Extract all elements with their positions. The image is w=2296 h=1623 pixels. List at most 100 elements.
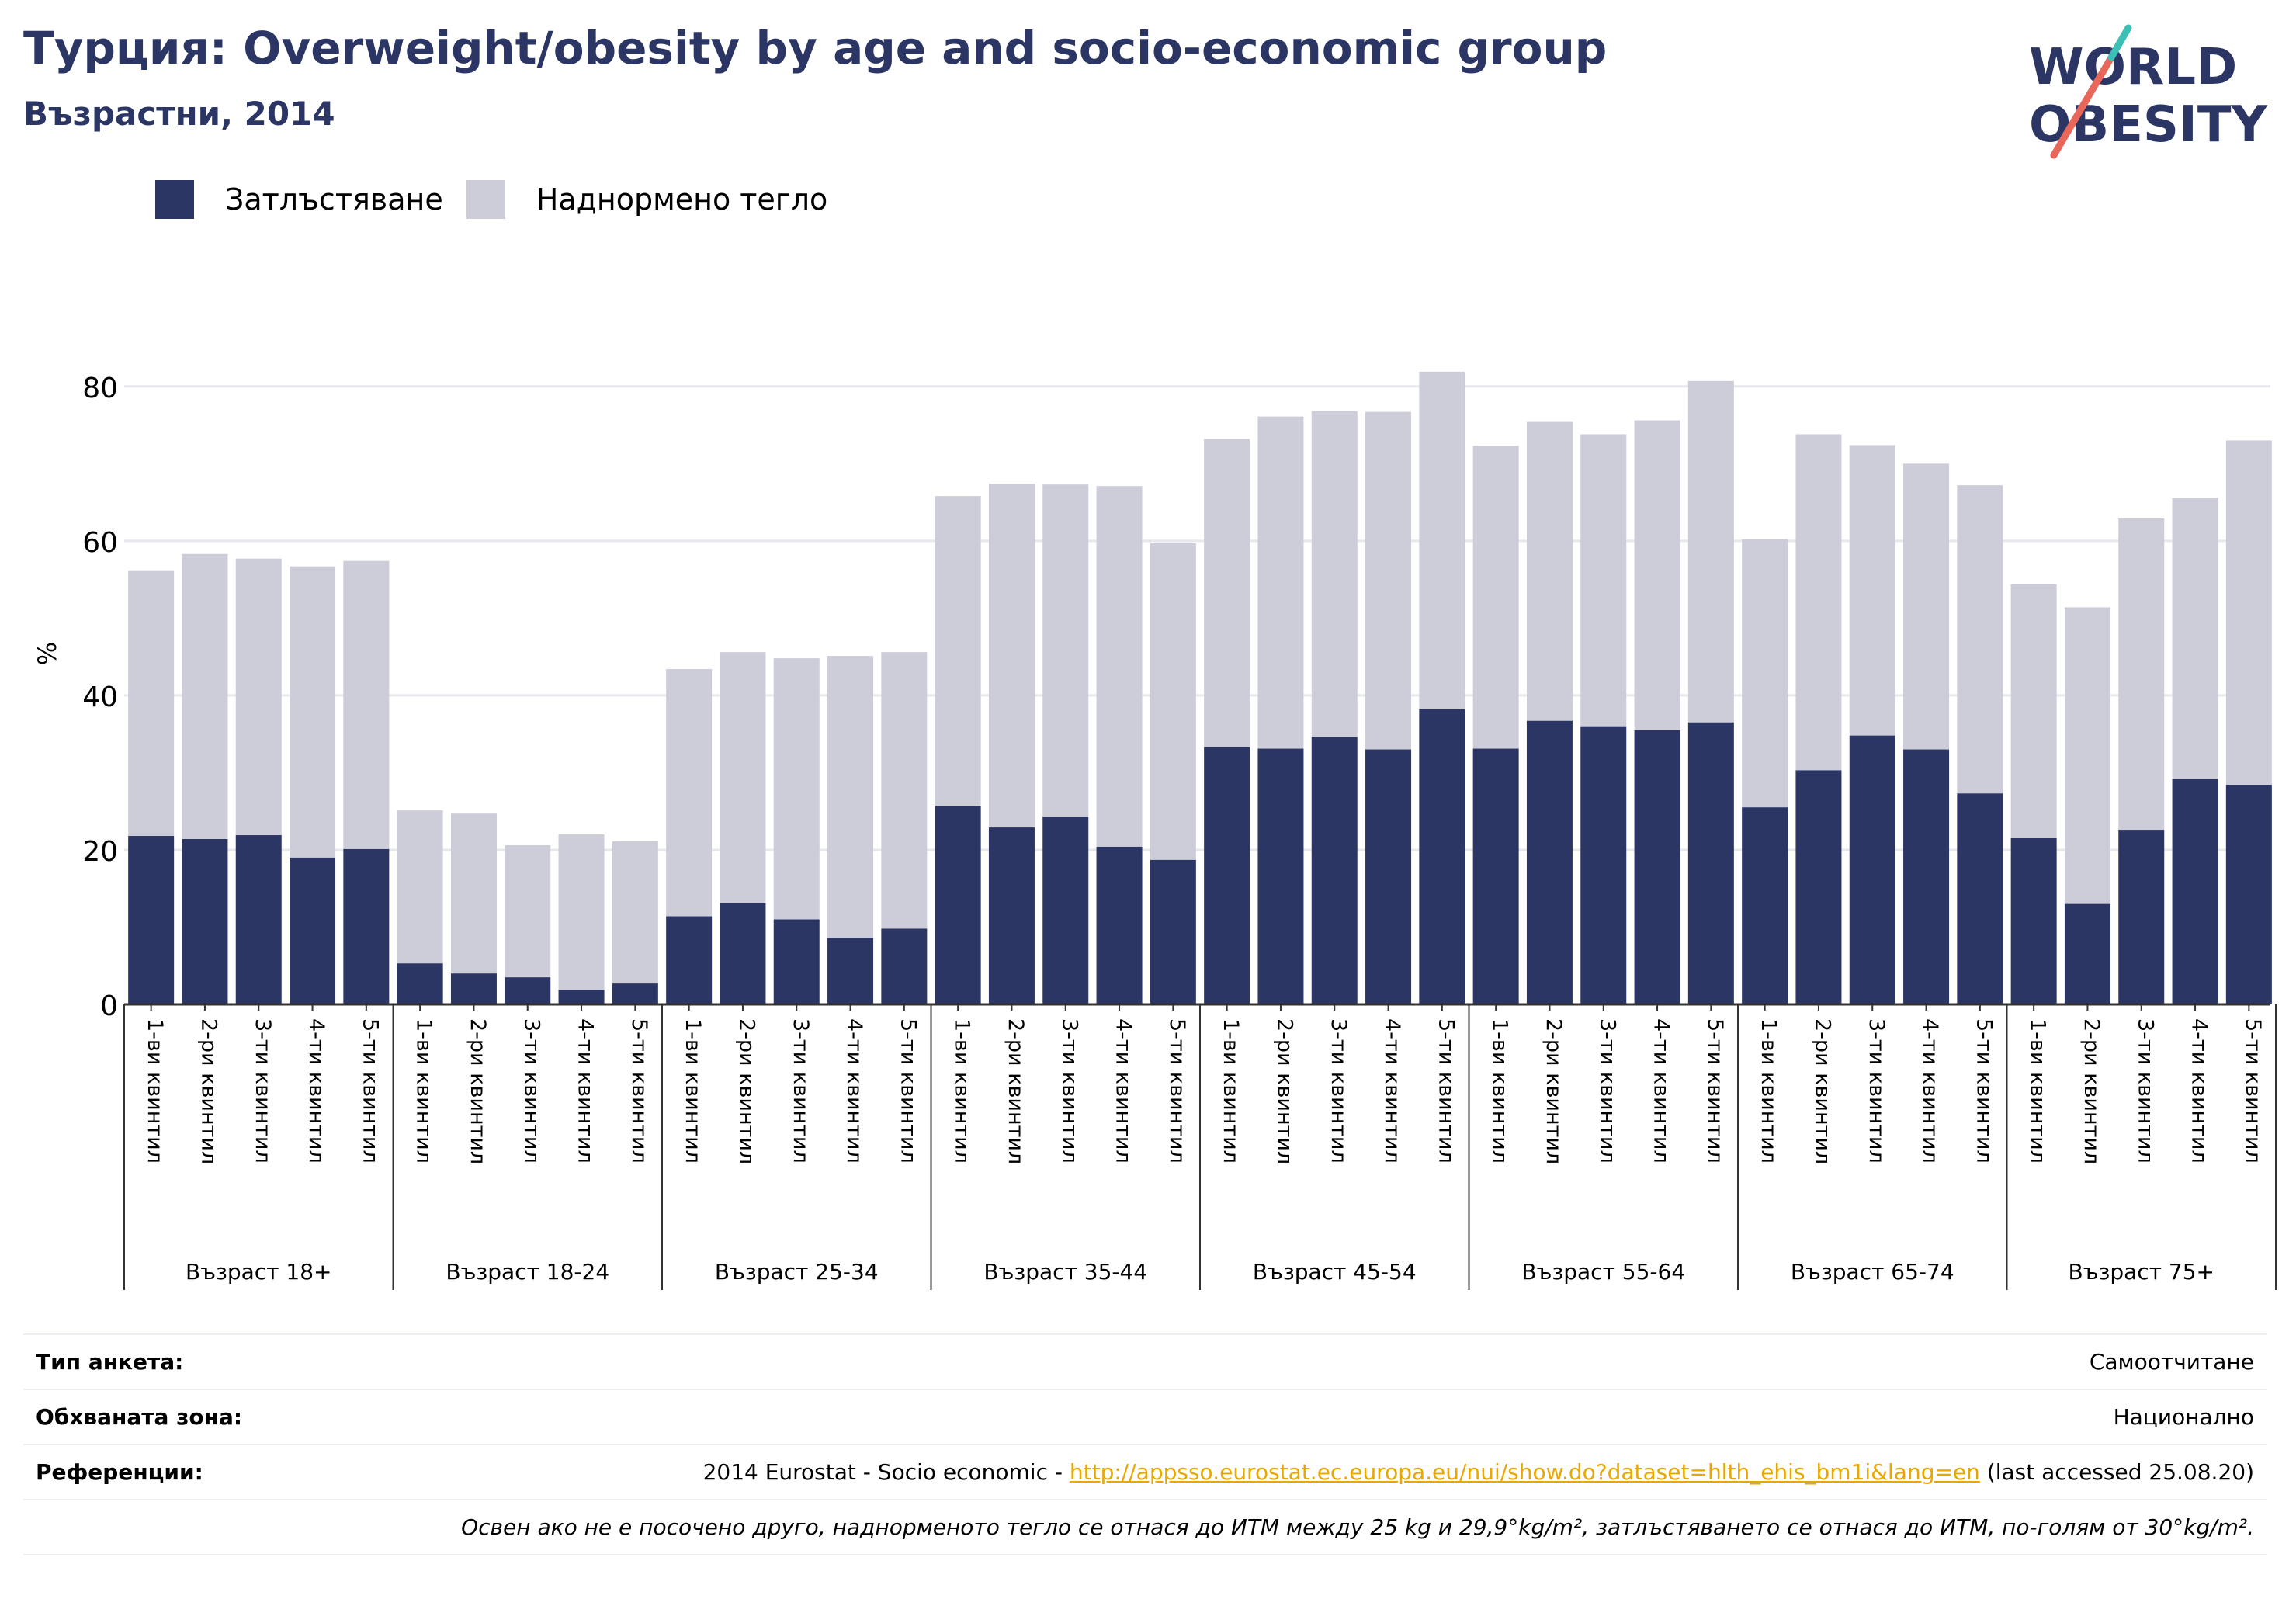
- bar-overweight: [343, 560, 390, 849]
- legend-swatch-obesity: [155, 180, 194, 219]
- legend-item-overweight[interactable]: Наднормено тегло: [466, 180, 828, 219]
- bar-overweight: [1526, 421, 1573, 721]
- area-label: Обхваната зона:: [36, 1404, 243, 1430]
- bar-overweight: [1742, 539, 1788, 808]
- bar-obesity: [1903, 749, 1950, 1004]
- bar-obesity: [1204, 747, 1250, 1004]
- bar-overweight: [1204, 439, 1250, 747]
- bar-overweight: [1903, 463, 1950, 750]
- x-tick-label: 1-ви квинтил: [143, 1018, 167, 1163]
- x-tick-label: 3-ти квинтил: [1327, 1018, 1351, 1163]
- logo-slash-coral: [2050, 54, 2115, 159]
- bar-overweight: [1150, 543, 1196, 860]
- chart-title: Турция: Overweight/obesity by age and so…: [23, 22, 1608, 75]
- bar-obesity: [1257, 748, 1304, 1004]
- bar-overweight: [1634, 420, 1680, 730]
- references-link[interactable]: http://appsso.eurostat.ec.europa.eu/nui/…: [1069, 1459, 1980, 1485]
- bar-overweight: [1042, 484, 1089, 817]
- bar-overweight: [988, 484, 1035, 828]
- x-tick-label: 2-ри квинтил: [1810, 1018, 1834, 1164]
- bar-overweight: [827, 656, 874, 938]
- bar-overweight: [182, 553, 228, 840]
- y-tick-label: 80: [82, 373, 118, 404]
- group-label: Възраст 18-24: [446, 1259, 609, 1285]
- x-tick-label: 4-ти квинтил: [2187, 1018, 2211, 1163]
- bar-overweight: [450, 813, 497, 974]
- bar-obesity: [1365, 749, 1412, 1004]
- bar-overweight: [1849, 445, 1895, 736]
- x-tick-label: 1-ви квинтил: [1488, 1018, 1512, 1163]
- info-row-references: Референции: 2014 Eurostat - Socio econom…: [23, 1444, 2267, 1499]
- bar-overweight: [1311, 411, 1358, 737]
- bar-obesity: [881, 928, 928, 1004]
- bar-obesity: [1580, 726, 1627, 1004]
- group-label: Възраст 65-74: [1791, 1259, 1954, 1285]
- bar-obesity: [1042, 817, 1089, 1004]
- bar-overweight: [2010, 584, 2057, 839]
- references-value: 2014 Eurostat - Socio economic - http://…: [703, 1459, 2254, 1485]
- area-value: Национално: [2113, 1404, 2254, 1430]
- bar-overweight: [397, 810, 443, 964]
- legend-swatch-overweight: [466, 180, 505, 219]
- bar-obesity: [505, 977, 551, 1004]
- x-tick-label: 4-ти квинтил: [1918, 1018, 1942, 1163]
- bar-overweight: [1957, 485, 2003, 794]
- bar-obesity: [182, 839, 228, 1004]
- x-tick-label: 2-ри квинтил: [1542, 1018, 1566, 1164]
- bar-overweight: [505, 844, 551, 978]
- x-tick-label: 5-ти квинтил: [1434, 1018, 1458, 1163]
- bar-obesity: [397, 963, 443, 1004]
- x-tick-label: 5-ти квинтил: [896, 1018, 920, 1163]
- bar-chart: 0 20 40 60 80% 1-ви квинтил 2-ри квинтил 3-ти к…: [33, 371, 2277, 1290]
- bar-obesity: [827, 938, 874, 1004]
- bar-overweight: [1580, 434, 1627, 727]
- references-suffix: (last accessed 25.08.20): [1979, 1459, 2254, 1485]
- bar-overweight: [2172, 498, 2218, 779]
- bar-overweight: [1419, 371, 1465, 709]
- bar-overweight: [1096, 486, 1143, 847]
- x-tick-label: 3-ти квинтил: [1057, 1018, 1081, 1163]
- bar-overweight: [2225, 440, 2272, 785]
- bar-obesity: [1687, 722, 1734, 1004]
- x-tick-label: 2-ри квинтил: [734, 1018, 758, 1164]
- bar-obesity: [2172, 779, 2218, 1004]
- bar-overweight: [235, 558, 282, 836]
- survey-type-value: Самоотчитане: [2089, 1349, 2254, 1375]
- bar-obesity: [558, 990, 605, 1004]
- bar-obesity: [128, 836, 175, 1004]
- references-prefix: 2014 Eurostat - Socio economic -: [702, 1459, 1070, 1485]
- x-tick-label: 3-ти квинтил: [789, 1018, 813, 1163]
- legend-item-obesity[interactable]: Затлъстяване: [155, 180, 443, 219]
- bar-obesity: [343, 848, 390, 1004]
- x-tick-label: 4-ти квинтил: [842, 1018, 866, 1163]
- bar-obesity: [773, 919, 820, 1004]
- bar-obesity: [612, 983, 658, 1004]
- bar-obesity: [2225, 785, 2272, 1004]
- x-tick-label: 2-ри квинтил: [1272, 1018, 1296, 1164]
- x-tick-label: 1-ви квинтил: [2026, 1018, 2050, 1163]
- info-table: Тип анкета: Самоотчитане Обхваната зона:…: [23, 1333, 2267, 1555]
- x-tick-label: 5-ти квинтил: [1703, 1018, 1727, 1163]
- bar-obesity: [935, 806, 981, 1004]
- x-tick-label: 5-ти квинтил: [1972, 1018, 1996, 1163]
- bar-obesity: [1742, 807, 1788, 1004]
- bar-overweight: [1257, 416, 1304, 749]
- bar-obesity: [720, 903, 766, 1004]
- bar-obesity: [1849, 735, 1895, 1004]
- bar-obesity: [1957, 793, 2003, 1004]
- bar-overweight: [881, 652, 928, 929]
- x-tick-label: 2-ри квинтил: [196, 1018, 220, 1164]
- x-tick-label: 5-ти квинтил: [358, 1018, 382, 1163]
- bar-overweight: [935, 496, 981, 806]
- bar-overweight: [666, 669, 713, 917]
- x-tick-label: 2-ри квинтил: [2079, 1018, 2104, 1164]
- y-tick-label: 0: [100, 990, 118, 1022]
- references-label: Референции:: [36, 1459, 203, 1485]
- bar-obesity: [1634, 730, 1680, 1004]
- chart-subtitle: Възрастни, 2014: [23, 95, 335, 133]
- y-tick-label: 60: [82, 527, 118, 559]
- legend-label-overweight: Наднормено тегло: [536, 182, 828, 217]
- x-tick-label: 3-ти квинтил: [1595, 1018, 1619, 1163]
- x-tick-label: 5-ти квинтил: [627, 1018, 651, 1163]
- bar-obesity: [2010, 838, 2057, 1004]
